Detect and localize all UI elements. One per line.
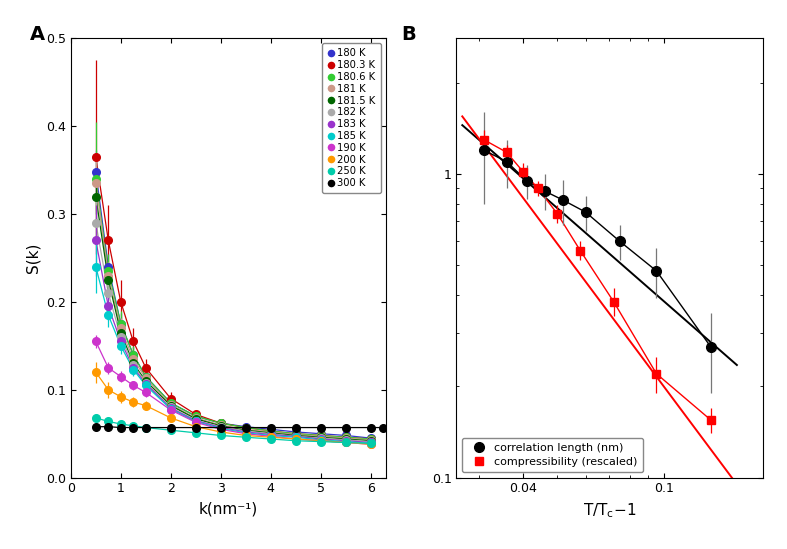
- X-axis label: k(nm⁻¹): k(nm⁻¹): [198, 501, 258, 516]
- Legend: correlation length (nm), compressibility (rescaled): correlation length (nm), compressibility…: [462, 438, 643, 472]
- Text: A: A: [30, 25, 45, 44]
- Y-axis label: S(k): S(k): [25, 243, 40, 273]
- Text: B: B: [401, 25, 416, 44]
- X-axis label: T/T$_\mathrm{c}$$-$1: T/T$_\mathrm{c}$$-$1: [583, 501, 637, 520]
- Legend: 180 K, 180.3 K, 180.6 K, 181 K, 181.5 K, 182 K, 183 K, 185 K, 190 K, 200 K, 250 : 180 K, 180.3 K, 180.6 K, 181 K, 181.5 K,…: [323, 43, 381, 193]
